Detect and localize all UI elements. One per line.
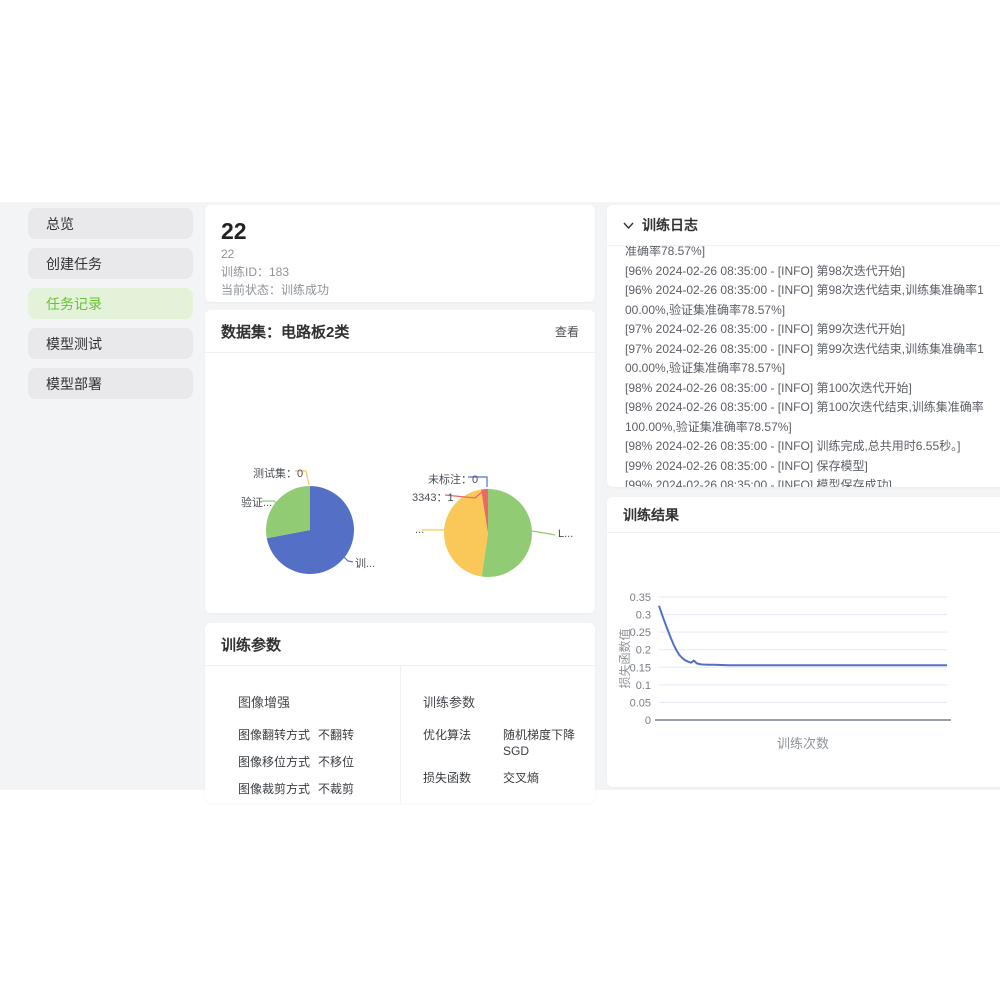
y-tick-label: 0 [645,715,651,727]
param-label: 图像裁剪方式 [238,782,311,796]
y-tick-label: 0.2 [636,645,651,657]
leader-line [262,500,283,510]
sidebar: 总览创建任务任务记录模型测试模型部署 [28,208,193,408]
param-value: 不裁剪 [318,782,355,796]
y-tick-label: 0.25 [630,627,651,639]
log-line: [97% 2024-02-26 08:35:00 - [INFO] 第99次迭代… [625,322,906,336]
param-row: 图像裁剪方式 不裁剪 [238,781,400,797]
leader-line [468,476,488,487]
param-value: 不翻转 [318,728,355,742]
loss-line-chart: 0 0.05 0.1 0.15 0.2 0.25 0.3 0.35 训练次数 损失函数值 [617,592,951,751]
sidebar-item-overview[interactable]: 总览 [28,208,193,239]
sidebar-item-task-records[interactable]: 任务记录 [28,288,193,319]
log-body[interactable]: 准确率78.57%] [96% 2024-02-26 08:35:00 - [IN… [607,246,1000,487]
log-line: [98% 2024-02-26 08:35:00 - [INFO] 第100次迭… [625,380,912,395]
pie-label-test-set: 测试集：0 [253,468,304,480]
training-params-card: 训练参数 图像增强 图像翻转方式 不翻转 图像移位方式 不移位 图像裁剪方式 不裁剪 训练参数… [205,623,595,803]
param-label: 优化算法 [423,728,472,742]
param-value: 不移位 [318,755,355,769]
dataset-pies: 测试集：0 验证... 训... 未标注：0 3343：1 ... L... [205,353,595,613]
sidebar-item-model-deploy[interactable]: 模型部署 [28,368,193,399]
loss-line [658,605,947,667]
param-group-title: 图像增强 [238,695,291,710]
y-tick-label: 0.05 [630,697,651,709]
sidebar-item-create-task[interactable]: 创建任务 [28,248,193,279]
training-id: 训练ID：183 [221,265,290,279]
pie-slice [443,489,488,577]
log-line: [98% 2024-02-26 08:35:00 - [INFO] 训练完成,总… [625,439,961,453]
pie-label-training-set: 训... [355,558,376,570]
param-label: 损失函数 [423,771,472,785]
param-row: 损失函数 交叉熵 [423,770,595,786]
y-axis-title: 损失函数值 [617,628,632,688]
pie-label-validation-set: 验证... [241,497,273,509]
param-label: 图像移位方式 [238,755,311,769]
task-subtitle: 22 [221,247,235,261]
pie-slice [481,489,488,533]
pie-slice [266,486,310,539]
view-dataset-button[interactable]: 查看 [554,324,579,339]
param-row: 优化算法 随机梯度下降 SGD [423,727,595,759]
x-axis-title: 训练次数 [777,736,829,751]
sidebar-item-model-test[interactable]: 模型测试 [28,328,193,359]
param-row: 图像翻转方式 不翻转 [238,727,400,743]
log-line: [99% 2024-02-26 08:35:00 - [INFO] 模型保存成功… [625,478,892,487]
training-status: 当前状态：训练成功 [221,283,330,297]
class-distribution-pie: 未标注：0 3343：1 ... L... [405,453,595,603]
log-line: [96% 2024-02-26 08:35:00 - [INFO] 第98次迭代… [625,283,984,317]
param-group: 训练参数优化算法 随机梯度下降 SGD 损失函数 交叉熵 [401,666,595,803]
dataset-card: 数据集：电路板2类 查看 测试集：0 验证... 训... [205,310,595,613]
leader-line [339,552,354,563]
training-logs-header[interactable]: 训练日志 [607,205,1000,246]
pie-slice [481,489,532,577]
pie-label-class-yellow: ... [415,524,425,536]
params-columns: 图像增强 图像翻转方式 不翻转 图像移位方式 不移位 图像裁剪方式 不裁剪 训练参数 优化算法随… [205,666,595,803]
class-distribution-pie-svg [422,476,556,577]
dataset-title: 数据集：电路板2类 [221,323,350,341]
param-value: 交叉熵 [503,771,540,785]
leader-line [531,530,556,536]
param-value: 随机梯度下降 SGD [503,728,576,758]
pie-slice [266,486,354,574]
task-overview-card: 22 22 训练ID：183 当前状态：训练成功 [205,205,595,302]
y-tick-label: 0.15 [630,662,651,674]
training-logs-title: 训练日志 [642,217,698,233]
y-tick-label: 0.1 [636,680,651,692]
training-results-title: 训练结果 [623,506,679,523]
param-group: 图像增强 图像翻转方式 不翻转 图像移位方式 不移位 图像裁剪方式 不裁剪 [238,666,401,803]
param-row: 图像移位方式 不移位 [238,754,400,770]
log-line: [98% 2024-02-26 08:35:00 - [INFO] 第100次迭… [625,400,984,434]
y-tick-label: 0.35 [630,592,651,604]
log-line: [96% 2024-02-26 08:35:00 - [INFO] 第98次迭代… [625,263,906,278]
dataset-split-pie-svg [262,470,354,574]
leader-line [295,470,310,486]
training-params-title: 训练参数 [221,636,282,654]
task-title: 22 [221,218,247,244]
y-tick-label: 0.3 [636,610,651,622]
leader-line [444,491,483,499]
chevron-down-icon[interactable] [623,222,634,229]
log-line: [97% 2024-02-26 08:35:00 - [INFO] 第99次迭代… [625,341,984,376]
pie-label-class-green: L... [558,528,574,540]
pie-label-unlabeled: 未标注：0 [428,474,479,486]
param-label: 图像翻转方式 [238,728,311,742]
training-results-card: 训练结果 0 0.05 0.1 0.15 0.2 0.25 0.3 0.35 训练次数 损失函数值 [607,497,1000,787]
training-logs-card: 训练日志 准确率78.57%] [96% 2024-02-26 08:35:00 … [607,205,1000,487]
log-line: [99% 2024-02-26 08:35:00 - [INFO] 保存模型] [625,458,868,473]
pie-label-class-3343: 3343：1 [412,492,454,504]
dataset-split-pie: 测试集：0 验证... 训... [230,453,410,603]
log-line: 准确率78.57%] [625,246,706,258]
param-group-title: 训练参数 [423,695,476,710]
